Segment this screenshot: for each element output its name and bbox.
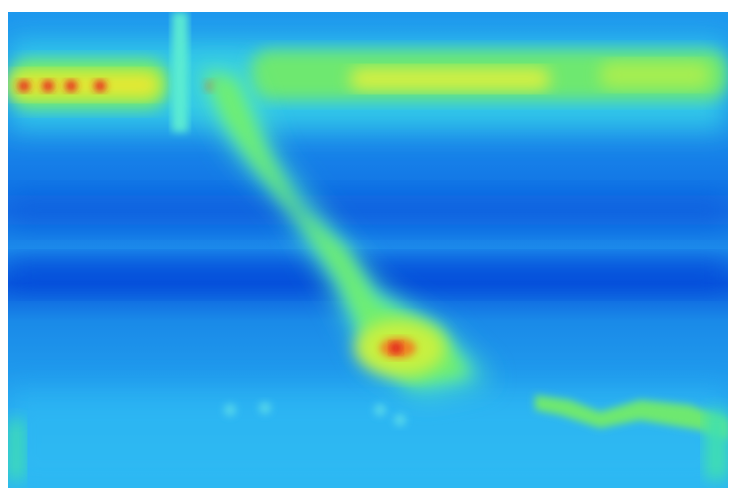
- heatmap-field: [8, 12, 728, 488]
- hot-spot: [390, 342, 402, 354]
- top-band-core: [350, 68, 550, 90]
- vertical-streak: [172, 12, 188, 132]
- top-band-core: [600, 62, 710, 88]
- top-band-core: [10, 72, 160, 98]
- light-band: [8, 390, 728, 488]
- heatmap-image: [0, 0, 731, 492]
- edge-streak: [705, 410, 728, 480]
- edge-streak: [8, 420, 24, 480]
- page: [0, 0, 731, 492]
- dark-band: [8, 195, 728, 225]
